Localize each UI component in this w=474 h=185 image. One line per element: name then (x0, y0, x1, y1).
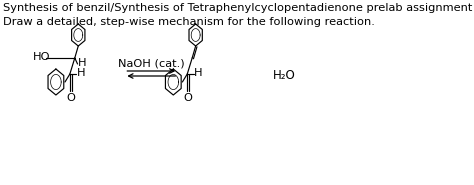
Text: H: H (78, 58, 86, 68)
Text: HO: HO (33, 52, 50, 62)
Text: H₂O: H₂O (273, 68, 295, 82)
Text: O: O (183, 93, 192, 103)
Text: O: O (66, 93, 75, 103)
Text: Draw a detailed, step-wise mechanism for the following reaction.: Draw a detailed, step-wise mechanism for… (3, 17, 375, 27)
Text: H: H (194, 68, 203, 78)
Text: H: H (77, 68, 85, 78)
Text: Synthesis of benzil/Synthesis of Tetraphenylcyclopentadienone prelab assignment : Synthesis of benzil/Synthesis of Tetraph… (3, 3, 474, 13)
Text: NaOH (cat.): NaOH (cat.) (118, 58, 184, 68)
